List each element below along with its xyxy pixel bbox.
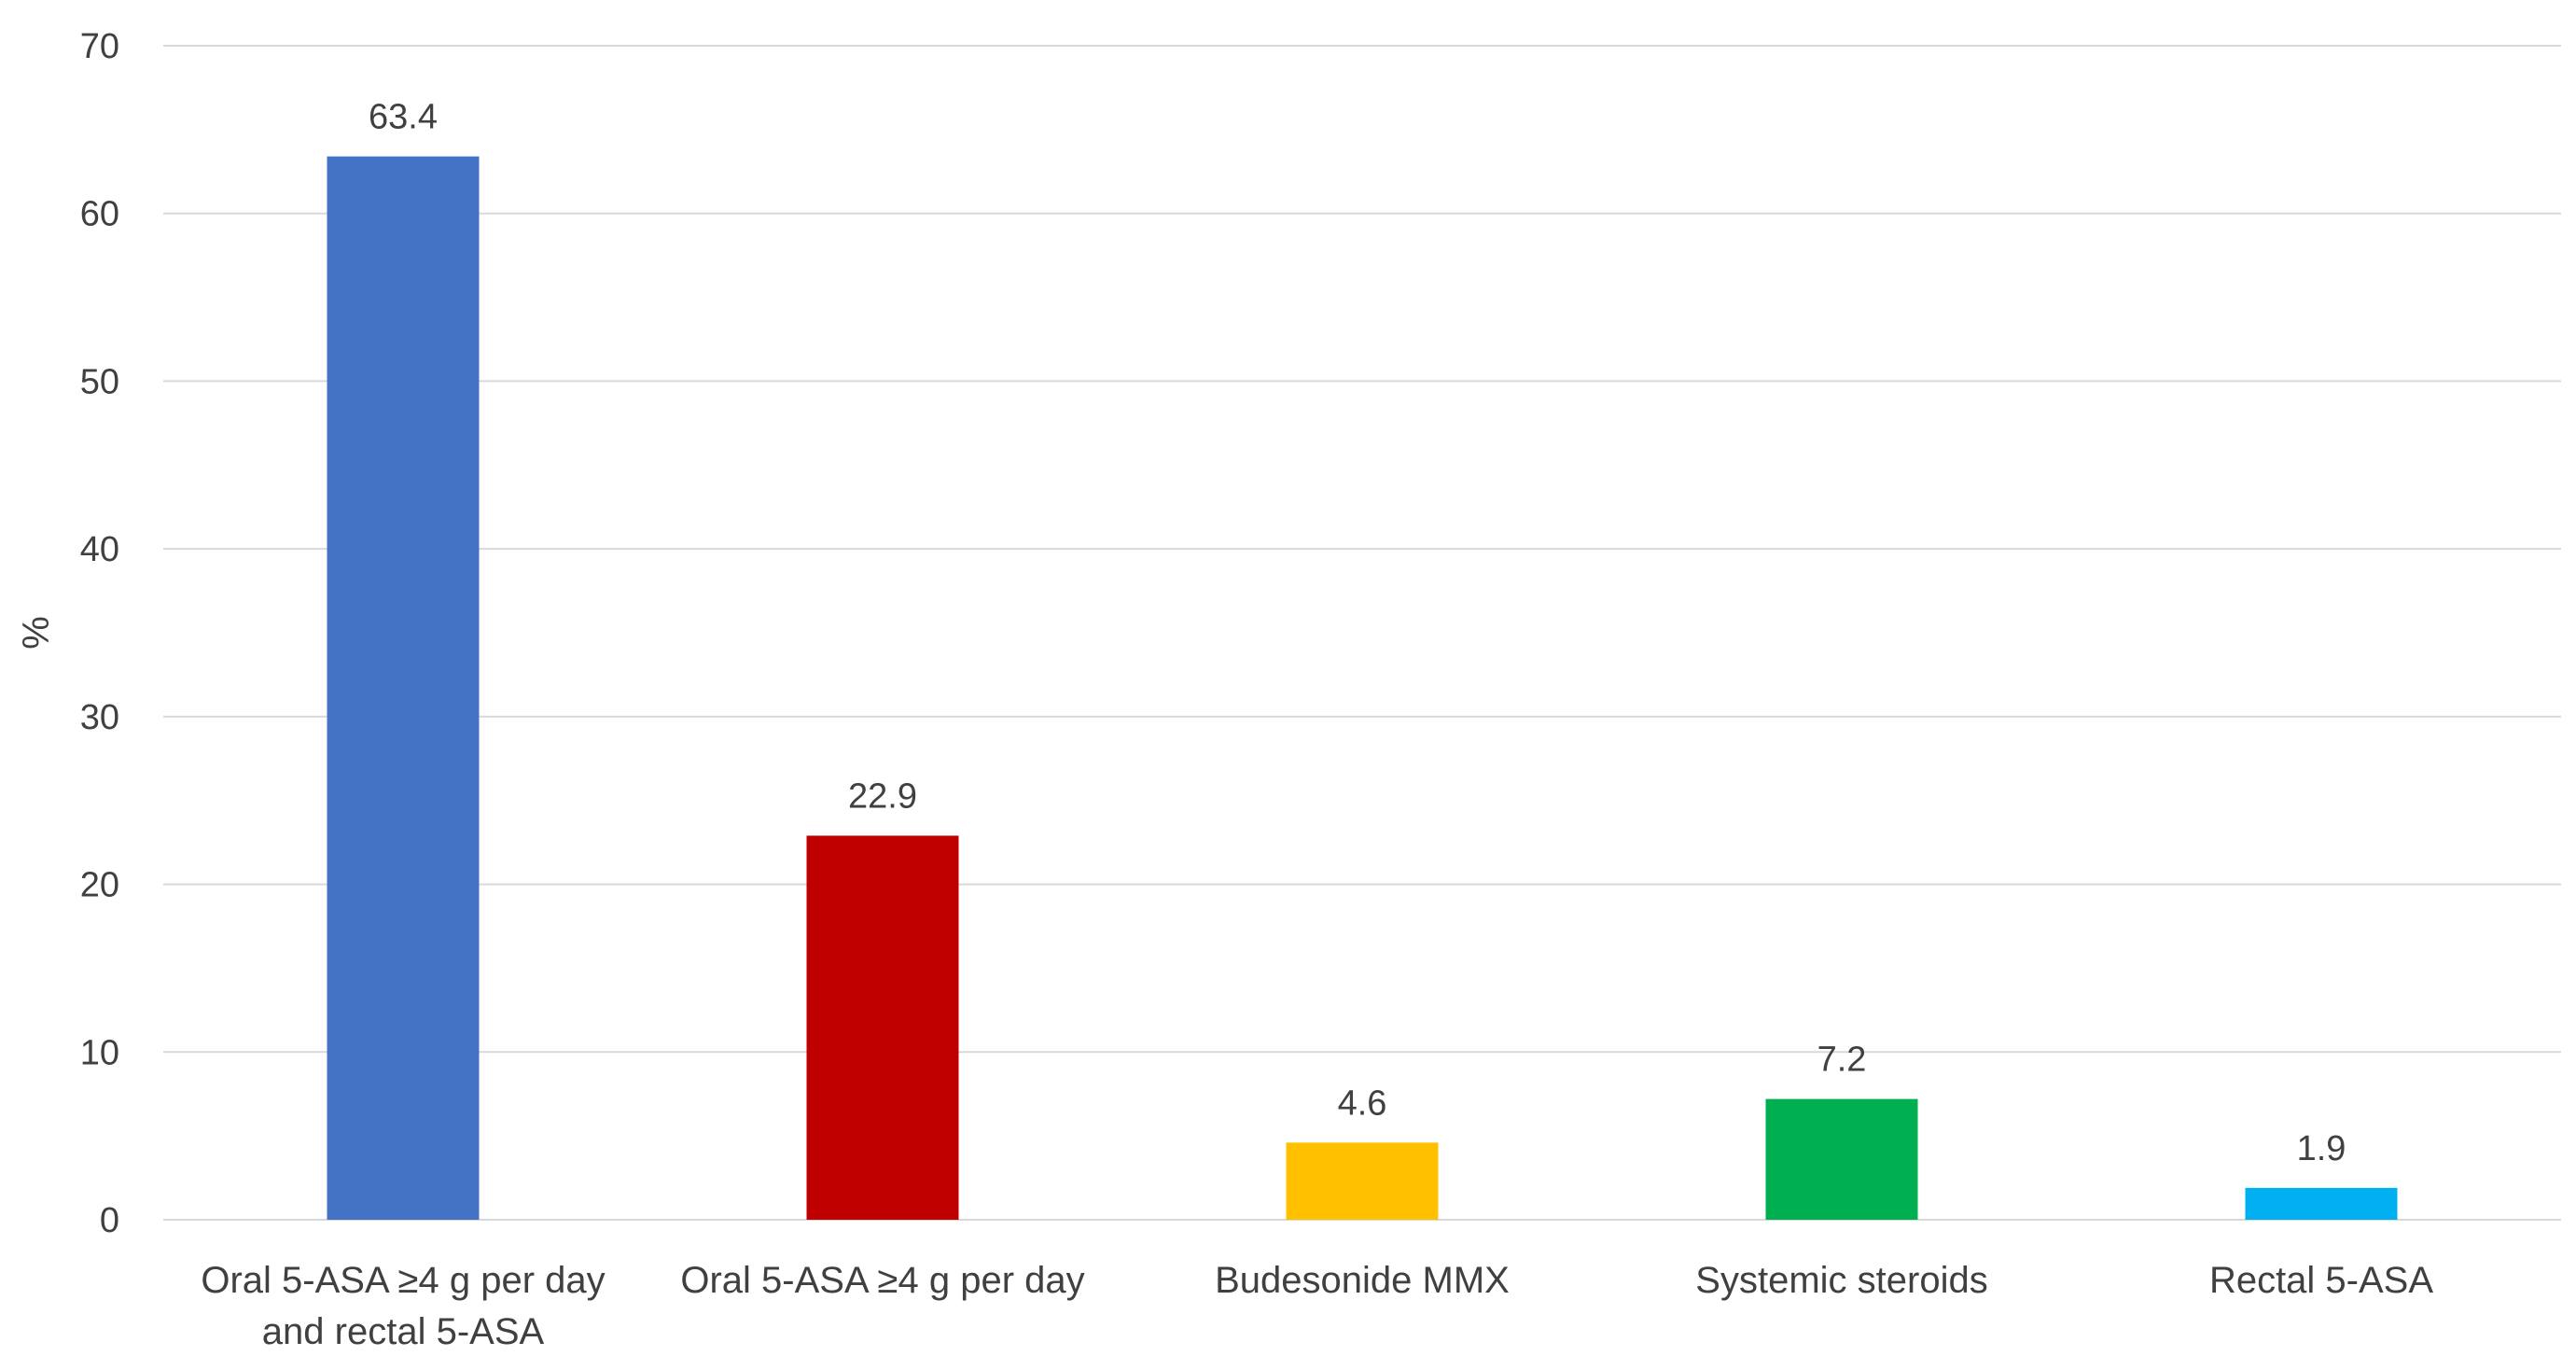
y-axis-title: % [16,616,57,650]
y-tick-label: 30 [80,698,119,737]
x-category-label: Rectal 5-ASA [2209,1260,2433,1301]
data-label: 1.9 [2297,1129,2346,1168]
data-label: 63.4 [369,98,438,137]
y-tick-label: 20 [80,866,119,905]
y-tick-label: 70 [80,27,119,66]
y-tick-label: 40 [80,530,119,569]
x-category-label: Systemic steroids [1695,1260,1987,1301]
bar [1765,1098,1918,1220]
x-category-label: Budesonide MMX [1215,1260,1510,1301]
data-label: 7.2 [1817,1041,1867,1080]
y-tick-label: 0 [100,1201,119,1240]
y-tick-label: 50 [80,362,119,401]
y-axis-ticks: 0 10 20 30 40 50 60 70 [80,27,119,1240]
data-label: 22.9 [848,776,917,816]
gridlines [163,45,2561,1221]
bar [806,835,959,1220]
y-tick-label: 60 [80,195,119,234]
data-label: 4.6 [1338,1083,1387,1123]
bar [327,156,480,1220]
bar [2245,1187,2398,1220]
data-labels: 63.4 22.9 4.6 7.2 1.9 [369,98,2346,1168]
y-tick-label: 10 [80,1033,119,1072]
x-axis-categories: Oral 5-ASA ≥4 g per day and rectal 5-ASA O… [201,1260,2433,1352]
x-category-label: Oral 5-ASA ≥4 g per day [680,1260,1084,1301]
x-category-label: and rectal 5-ASA [262,1311,545,1352]
bars [327,156,2398,1220]
bar [1286,1142,1439,1220]
x-category-label: Oral 5-ASA ≥4 g per day [201,1260,605,1301]
